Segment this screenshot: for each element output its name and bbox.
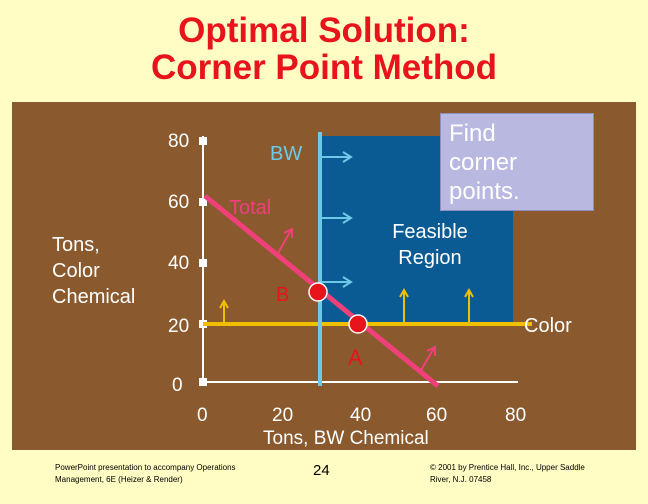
x-tick-label-60: 60 <box>426 405 448 426</box>
feasible-region-label-line-2: Region <box>398 247 462 269</box>
total-arrowhead <box>426 345 436 356</box>
corner-point-a <box>348 314 368 334</box>
color-arrowhead <box>464 287 474 298</box>
y-tick-label-40: 40 <box>168 253 190 274</box>
bw-arrowhead <box>342 212 353 224</box>
feasible-region-label: Feasible Region <box>374 219 486 271</box>
footer-right-line-1: © 2001 by Prentice Hall, Inc., Upper Sad… <box>430 463 585 472</box>
slide-title: Optimal Solution: Corner Point Method <box>0 12 648 86</box>
find-corner-points-callout: Find corner points. <box>440 113 594 211</box>
footer-left: PowerPoint presentation to accompany Ope… <box>55 462 236 486</box>
y-tick-80 <box>199 137 207 145</box>
footer-right: © 2001 by Prentice Hall, Inc., Upper Sad… <box>430 462 585 486</box>
total-constraint-label: Total <box>229 197 272 219</box>
y-tick-0 <box>199 378 207 386</box>
feasible-region-label-line-1: Feasible <box>392 221 468 243</box>
page-number: 24 <box>313 462 330 479</box>
total-arrow <box>276 229 292 256</box>
y-axis-label: Tons, Color Chemical <box>52 232 135 310</box>
x-tick-label-40: 40 <box>350 405 372 426</box>
x-tick-label-0: 0 <box>197 405 208 426</box>
y-tick-label-60: 60 <box>168 192 190 213</box>
y-axis-label-line-2: Color <box>52 260 100 282</box>
y-tick-40 <box>199 259 207 267</box>
callout-line-1: Find <box>449 120 496 147</box>
x-tick-label-80: 80 <box>505 405 527 426</box>
bw-arrowhead <box>342 151 353 163</box>
x-tick-label-20: 20 <box>272 405 294 426</box>
title-line-1: Optimal Solution: <box>178 11 470 50</box>
y-tick-label-80: 80 <box>168 131 190 152</box>
color-arrowhead <box>399 287 409 298</box>
footer-left-line-2: Management, 6E (Heizer & Render) <box>55 475 183 484</box>
point-a-label: A <box>348 345 363 370</box>
footer-right-line-2: River, N.J. 07458 <box>430 475 492 484</box>
footer-left-line-1: PowerPoint presentation to accompany Ope… <box>55 463 236 472</box>
title-line-2: Corner Point Method <box>150 48 498 87</box>
callout-line-3: points. <box>449 178 520 205</box>
x-axis-label: Tons, BW Chemical <box>263 428 429 449</box>
total-arrowhead <box>283 227 293 238</box>
color-constraint-label: Color <box>524 315 572 337</box>
color-arrowhead <box>219 298 229 309</box>
total-arrows <box>276 227 436 373</box>
y-axis-label-line-3: Chemical <box>52 286 136 308</box>
point-b-label: B <box>276 284 290 306</box>
bw-constraint-label: BW <box>270 143 303 165</box>
y-tick-label-20: 20 <box>168 316 190 337</box>
callout-text: Find corner points. <box>449 119 520 206</box>
bw-arrowhead <box>342 276 353 288</box>
callout-line-2: corner <box>449 149 518 176</box>
corner-point-b <box>308 282 328 302</box>
y-tick-label-0: 0 <box>172 375 183 396</box>
color-arrows <box>219 287 474 322</box>
y-axis-label-line-1: Tons, <box>52 234 100 256</box>
bw-arrows <box>321 151 353 288</box>
y-tick-60 <box>199 198 207 206</box>
total-arrow <box>419 347 435 373</box>
